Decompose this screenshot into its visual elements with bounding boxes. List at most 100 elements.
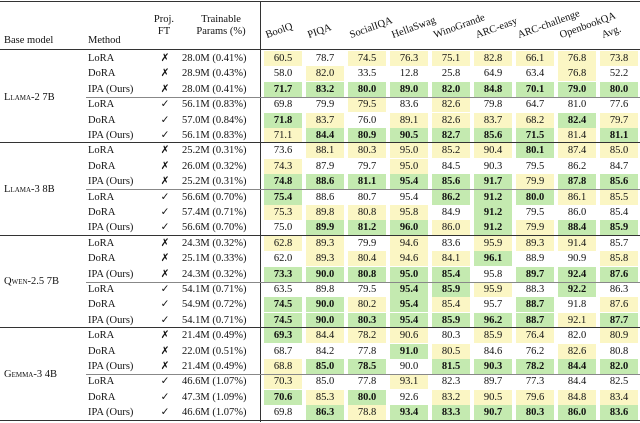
highlight [474, 282, 512, 297]
score: 80.3 [357, 145, 377, 157]
params: 25.2M (0.31%) [182, 176, 247, 188]
score: 88.7 [525, 314, 545, 326]
score: 79.7 [609, 114, 629, 126]
highlight [306, 389, 344, 405]
proj-ft: ✗ [160, 145, 170, 157]
highlight [264, 359, 302, 374]
highlight [516, 359, 554, 374]
score: 82.8 [483, 53, 503, 64]
proj-ft: ✓ [160, 284, 170, 295]
highlight [348, 405, 386, 421]
highlight [432, 143, 470, 159]
highlight [390, 282, 428, 297]
score: 85.6 [609, 176, 629, 188]
highlight [432, 220, 470, 236]
score: 81.5 [441, 361, 461, 372]
score: 80.8 [357, 268, 377, 280]
score: 95.4 [399, 314, 419, 326]
highlight [474, 189, 512, 205]
method: LoRA [88, 99, 115, 111]
score: 79.9 [525, 222, 545, 234]
score: 91.2 [483, 222, 503, 234]
score: 82.3 [441, 376, 461, 388]
score: 95.9 [483, 284, 503, 295]
score: 52.2 [609, 68, 629, 80]
params: 28.0M (0.41%) [182, 53, 247, 64]
score: 88.6 [315, 176, 335, 188]
highlight [474, 328, 512, 344]
score: 85.4 [441, 268, 461, 280]
highlight [390, 128, 428, 143]
score: 82.6 [567, 345, 587, 357]
score: 78.8 [357, 407, 377, 419]
proj-ft: ✗ [160, 361, 170, 372]
score: 62.8 [273, 237, 293, 249]
highlight [348, 143, 386, 159]
score: 80.3 [525, 407, 545, 419]
score: 79.6 [525, 391, 545, 403]
highlight [348, 251, 386, 267]
score: 86.2 [567, 160, 587, 172]
score: 90.0 [315, 314, 335, 326]
method: IPA (Ours) [88, 407, 134, 419]
score: 85.6 [483, 130, 503, 141]
score: 87.8 [567, 176, 587, 188]
proj-ft: ✓ [160, 314, 170, 326]
score: 79.9 [525, 176, 545, 188]
highlight [264, 266, 302, 282]
score: 85.3 [315, 391, 335, 403]
highlight [558, 282, 596, 297]
highlight [516, 389, 554, 405]
highlight [264, 174, 302, 190]
params: 54.1M (0.71%) [182, 314, 247, 326]
score: 84.7 [609, 160, 629, 172]
score: 70.1 [525, 83, 545, 95]
score: 92.2 [567, 284, 587, 295]
score: 95.0 [399, 145, 419, 157]
proj-ft: ✗ [160, 160, 170, 172]
base-model: Llama-2 7B [4, 91, 55, 103]
highlight [432, 282, 470, 297]
score: 69.8 [273, 99, 293, 111]
highlight [516, 266, 554, 282]
highlight [600, 389, 638, 405]
score: 89.0 [399, 83, 419, 95]
highlight [264, 312, 302, 328]
highlight [474, 112, 512, 128]
header-dataset: HellaSwag [390, 14, 438, 41]
score: 78.7 [315, 53, 335, 64]
params: 24.3M (0.32%) [182, 268, 247, 280]
method: IPA (Ours) [88, 361, 134, 372]
proj-ft: ✗ [160, 268, 170, 280]
score: 86.0 [441, 222, 461, 234]
header-dataset: SocialIQA [348, 15, 395, 42]
score: 95.0 [399, 268, 419, 280]
score: 89.3 [525, 237, 545, 249]
highlight [600, 251, 638, 267]
highlight [348, 205, 386, 220]
score: 73.6 [273, 145, 293, 157]
highlight [264, 374, 302, 390]
highlight [306, 312, 344, 328]
method: LoRA [88, 145, 115, 157]
highlight [600, 128, 638, 143]
score: 95.4 [399, 176, 419, 188]
proj-ft: ✓ [160, 222, 170, 234]
score: 68.7 [273, 345, 293, 357]
highlight [600, 143, 638, 159]
highlight [306, 220, 344, 236]
highlight [516, 189, 554, 205]
highlight [432, 343, 470, 359]
score: 76.0 [357, 114, 377, 126]
score: 85.9 [441, 284, 461, 295]
score: 77.3 [525, 376, 545, 388]
highlight [306, 81, 344, 97]
params: 21.4M (0.49%) [182, 330, 247, 342]
score: 86.3 [609, 284, 629, 295]
score: 80.1 [525, 145, 545, 157]
highlight [390, 143, 428, 159]
score: 87.7 [609, 314, 629, 326]
highlight [600, 312, 638, 328]
score: 90.6 [399, 330, 419, 342]
